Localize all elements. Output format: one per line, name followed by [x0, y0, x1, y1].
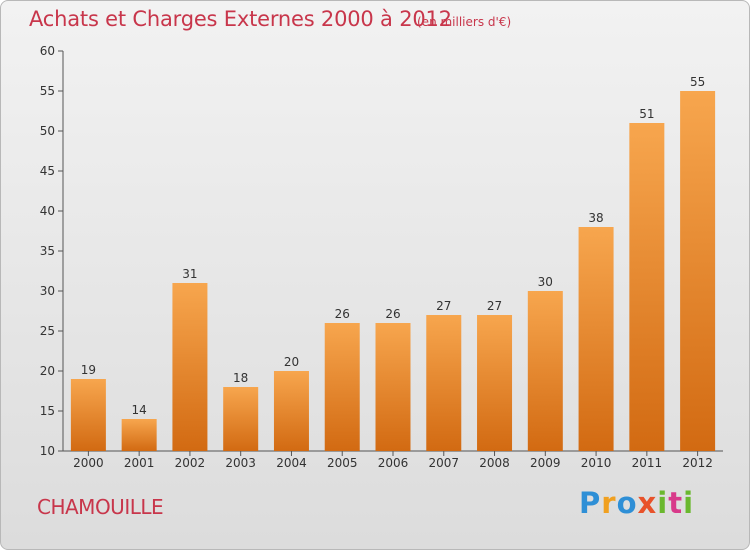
x-tick-label: 2000 [73, 456, 104, 470]
chart-bars [70, 91, 716, 451]
x-tick-label: 2004 [276, 456, 307, 470]
data-label: 51 [639, 107, 654, 121]
bar [680, 91, 716, 451]
x-tick-label: 2010 [581, 456, 612, 470]
bar [121, 419, 157, 451]
x-tick-label: 2003 [225, 456, 256, 470]
bar [172, 283, 208, 451]
y-tick-label: 15 [40, 404, 55, 418]
y-tick-label: 20 [40, 364, 55, 378]
bar [375, 323, 411, 451]
bar [70, 379, 106, 451]
data-label: 38 [588, 211, 603, 225]
logo-letter: o [616, 486, 638, 520]
logo-letter: x [637, 486, 658, 520]
data-label: 18 [233, 371, 248, 385]
y-tick-label: 55 [40, 84, 55, 98]
data-label: 26 [335, 307, 350, 321]
bar [273, 371, 309, 451]
data-label: 14 [132, 403, 147, 417]
y-tick-label: 45 [40, 164, 55, 178]
x-tick-label: 2002 [175, 456, 206, 470]
commune-name: CHAMOUILLE [37, 495, 164, 519]
logo-letter: P [579, 486, 602, 520]
x-tick-label: 2007 [428, 456, 459, 470]
data-label: 27 [487, 299, 502, 313]
y-tick-label: 35 [40, 244, 55, 258]
bar [629, 123, 665, 451]
bar [477, 315, 513, 451]
bar [324, 323, 360, 451]
bar [527, 291, 563, 451]
logo-letter: i [657, 486, 669, 520]
x-tick-label: 2008 [479, 456, 510, 470]
proxiti-logo: Proxiti [579, 486, 694, 520]
y-tick-label: 25 [40, 324, 55, 338]
chart-subtitle: (en milliers d'€) [417, 15, 512, 29]
chart-title: Achats et Charges Externes 2000 à 2012 [29, 7, 452, 31]
x-tick-label: 2001 [124, 456, 155, 470]
y-tick-label: 60 [40, 44, 55, 58]
x-tick-label: 2009 [530, 456, 561, 470]
x-tick-label: 2011 [632, 456, 663, 470]
bar [223, 387, 259, 451]
y-tick-label: 30 [40, 284, 55, 298]
x-tick-label: 2006 [378, 456, 409, 470]
y-tick-label: 40 [40, 204, 55, 218]
data-label: 19 [81, 363, 96, 377]
data-label: 20 [284, 355, 299, 369]
chart-axes: 10 15 20 25 30 35 40 45 50 55 60 2000 2001 2002 2003 20… [40, 44, 723, 470]
logo-letter: i [683, 486, 695, 520]
data-label: 31 [182, 267, 197, 281]
x-tick-label: 2005 [327, 456, 358, 470]
chart-labels: 19 14 31 18 20 26 26 27 27 30 38 51 55 [81, 75, 706, 417]
y-tick-label: 50 [40, 124, 55, 138]
logo-letter: t [668, 486, 684, 520]
x-tick-label: 2012 [682, 456, 713, 470]
bar [426, 315, 462, 451]
logo-letter: r [601, 486, 617, 520]
y-tick-label: 10 [40, 444, 55, 458]
data-label: 27 [436, 299, 451, 313]
data-label: 26 [385, 307, 400, 321]
data-label: 55 [690, 75, 705, 89]
bar [578, 227, 614, 451]
data-label: 30 [538, 275, 553, 289]
